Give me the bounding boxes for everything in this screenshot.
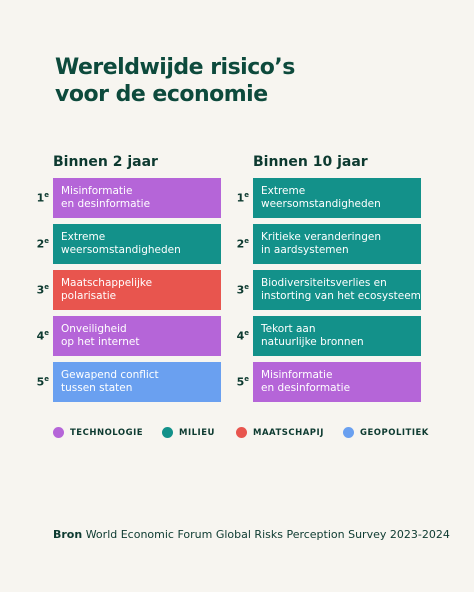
- risk-label: natuurlijke bronnen: [261, 336, 364, 348]
- rank-suffix: e: [44, 191, 49, 199]
- rank-suffix: e: [244, 237, 249, 245]
- rank: 5e: [19, 375, 49, 389]
- title: Wereldwijde risico’s voor de economie: [55, 54, 295, 108]
- risk-label: tussen staten: [61, 382, 133, 394]
- risk-label: en desinformatie: [261, 382, 351, 394]
- rank-number: 3: [36, 283, 45, 297]
- risk-label: Onveiligheid: [61, 323, 127, 335]
- risk-label: Misinformatie: [61, 185, 133, 197]
- rank-suffix: e: [44, 283, 49, 291]
- rank-suffix: e: [244, 191, 249, 199]
- rank: 3e: [19, 283, 49, 297]
- risk-label: Kritieke veranderingen: [261, 231, 381, 243]
- column-heading: Binnen 2 jaar: [53, 154, 158, 170]
- rank-suffix: e: [244, 375, 249, 383]
- rank-suffix: e: [244, 283, 249, 291]
- legend-label: MILIEU: [179, 428, 215, 438]
- rank-number: 4: [36, 329, 45, 343]
- source: Bron World Economic Forum Global Risks P…: [53, 528, 450, 541]
- risk-box: Misinformatie en desinformatie: [53, 178, 221, 218]
- risk-label: op het internet: [61, 336, 140, 348]
- risk-box: Kritieke veranderingen in aardsystemen: [253, 224, 421, 264]
- risk-label: weersomstandigheden: [261, 198, 381, 210]
- rank: 1e: [19, 191, 49, 205]
- risk-label: Maatschappelijke: [61, 277, 153, 289]
- legend-dot: [162, 427, 173, 438]
- risk-label: instorting van het ecosysteem: [261, 290, 421, 302]
- rank-suffix: e: [44, 329, 49, 337]
- risk-label: Biodiversiteitsverlies en: [261, 277, 387, 289]
- risk-box: Onveiligheid op het internet: [53, 316, 221, 356]
- risk-label: weersomstandigheden: [61, 244, 181, 256]
- rank-number: 3: [236, 283, 245, 297]
- rank-number: 5: [36, 375, 45, 389]
- risk-label: polarisatie: [61, 290, 117, 302]
- risk-label: in aardsystemen: [261, 244, 349, 256]
- rank: 2e: [219, 237, 249, 251]
- rank-number: 1: [236, 191, 245, 205]
- rank-suffix: e: [44, 375, 49, 383]
- rank-number: 4: [236, 329, 245, 343]
- risk-box: Gewapend conflict tussen staten: [53, 362, 221, 402]
- title-line: Wereldwijde risico’s: [55, 55, 295, 80]
- rank: 2e: [19, 237, 49, 251]
- legend-label: MAATSCHAPIJ: [253, 428, 324, 438]
- legend-label: GEOPOLITIEK: [360, 428, 429, 438]
- risk-box: Biodiversiteitsverlies en instorting van …: [253, 270, 421, 310]
- legend-dot: [236, 427, 247, 438]
- source-text: World Economic Forum Global Risks Percep…: [85, 528, 450, 541]
- rank: 4e: [219, 329, 249, 343]
- rank-number: 5: [236, 375, 245, 389]
- risk-box: Extreme weersomstandigheden: [253, 178, 421, 218]
- rank-number: 2: [36, 237, 45, 251]
- risk-box: Maatschappelijke polarisatie: [53, 270, 221, 310]
- rank: 3e: [219, 283, 249, 297]
- rank-number: 2: [236, 237, 245, 251]
- rank-number: 1: [36, 191, 45, 205]
- rank: 1e: [219, 191, 249, 205]
- risk-label: Tekort aan: [261, 323, 316, 335]
- rank: 4e: [19, 329, 49, 343]
- legend-dot: [53, 427, 64, 438]
- rank-suffix: e: [44, 237, 49, 245]
- risk-box: Misinformatie en desinformatie: [253, 362, 421, 402]
- title-line: voor de economie: [55, 82, 268, 107]
- risk-label: en desinformatie: [61, 198, 151, 210]
- risk-label: Extreme: [261, 185, 306, 197]
- rank: 5e: [219, 375, 249, 389]
- risk-box: Tekort aan natuurlijke bronnen: [253, 316, 421, 356]
- legend-label: TECHNOLOGIE: [70, 428, 144, 438]
- legend-dot: [343, 427, 354, 438]
- rank-suffix: e: [244, 329, 249, 337]
- risk-label: Extreme: [61, 231, 106, 243]
- risk-box: Extreme weersomstandigheden: [53, 224, 221, 264]
- risk-label: Misinformatie: [261, 369, 333, 381]
- column-heading: Binnen 10 jaar: [253, 154, 368, 170]
- source-label: Bron: [53, 528, 83, 541]
- risk-label: Gewapend conflict: [61, 369, 159, 381]
